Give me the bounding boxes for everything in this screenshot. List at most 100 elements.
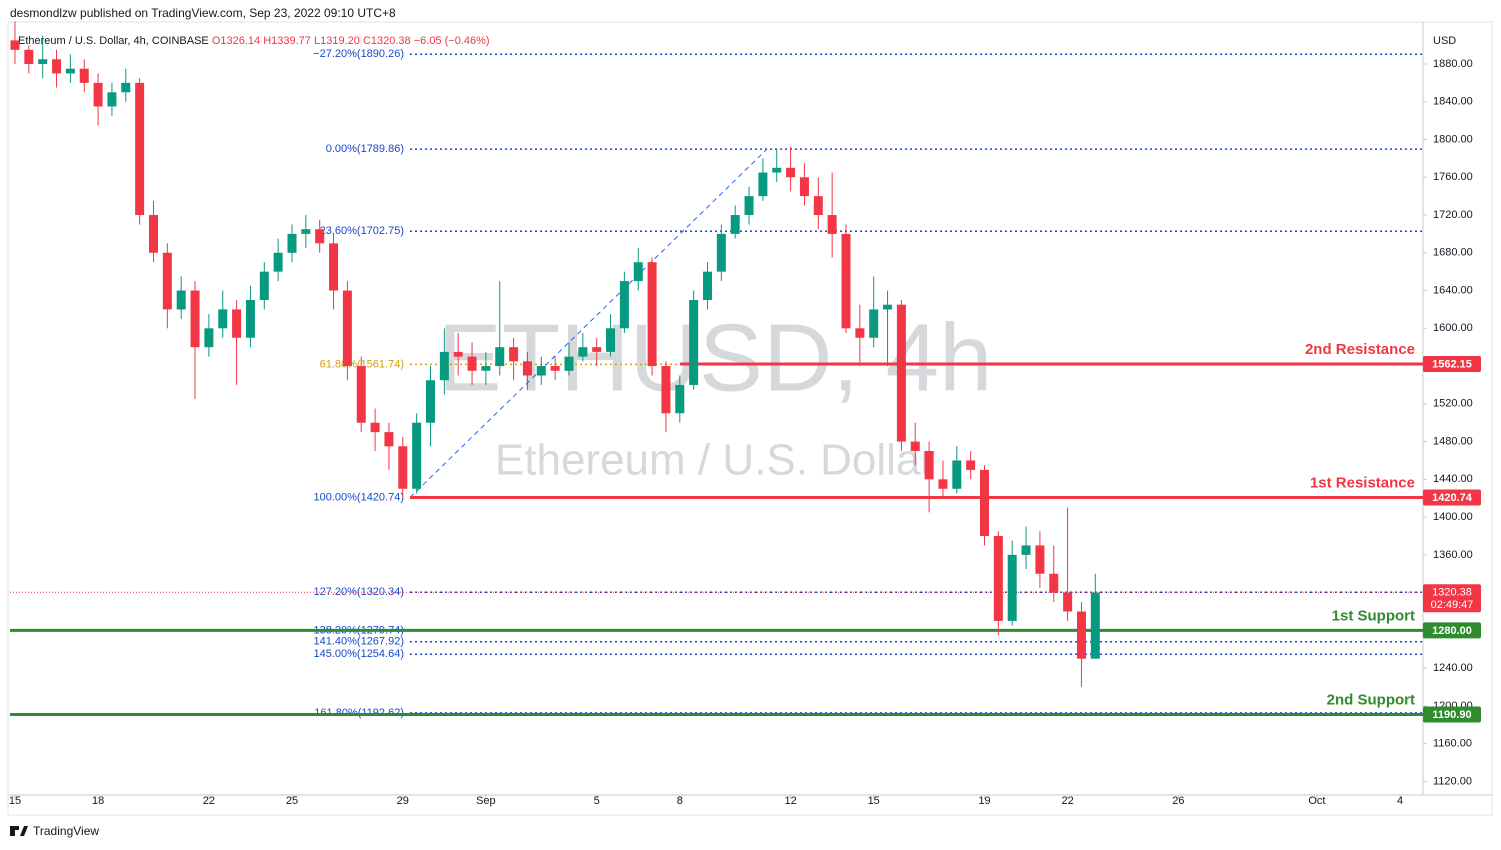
candle-body xyxy=(38,59,48,64)
candle-body xyxy=(592,347,602,352)
x-tick-label: 29 xyxy=(397,795,409,807)
x-tick-label: 19 xyxy=(978,795,990,807)
candle-body xyxy=(1076,611,1086,659)
y-tick-label: 1520.00 xyxy=(1433,398,1473,410)
candle-body xyxy=(883,304,893,310)
footer-logo xyxy=(10,826,28,836)
fib-trend-line xyxy=(409,148,768,498)
candle-body xyxy=(481,366,491,371)
candle-body xyxy=(799,177,809,197)
legend-item: H1339.77 xyxy=(263,35,311,47)
publisher: desmondlzw published on TradingView.com,… xyxy=(10,6,396,20)
candle-body xyxy=(356,366,366,423)
candle-body xyxy=(425,380,435,423)
x-tick-label: 5 xyxy=(594,795,600,807)
price-badge xyxy=(1423,706,1481,723)
candle-body xyxy=(509,347,519,362)
y-tick-label: 1480.00 xyxy=(1433,435,1473,447)
candle-body xyxy=(301,229,311,234)
candle-body xyxy=(329,243,339,291)
candle-body xyxy=(107,92,117,107)
candle-body xyxy=(24,49,34,64)
candle-body xyxy=(65,68,75,74)
candle-body xyxy=(522,361,532,376)
candle-body xyxy=(190,290,200,348)
candle-body xyxy=(273,252,283,272)
candle-body xyxy=(79,68,89,83)
price-badge xyxy=(1423,622,1481,639)
x-tick-label: 15 xyxy=(868,795,880,807)
candle-body xyxy=(938,479,948,489)
candle-body xyxy=(232,309,242,338)
candle-body xyxy=(259,271,269,300)
footer-brand: TradingView xyxy=(33,824,99,838)
countdown: 02:49:47 xyxy=(1431,599,1474,611)
candle-body xyxy=(841,233,851,329)
watermark-name: Ethereum / U.S. Dollar xyxy=(495,436,935,485)
y-tick-label: 1440.00 xyxy=(1433,473,1473,485)
candle-body xyxy=(744,196,754,216)
price-badge xyxy=(1423,489,1481,506)
x-tick-label: 15 xyxy=(9,795,21,807)
candle-body xyxy=(980,469,990,536)
candle-body xyxy=(647,262,657,367)
y-tick-label: 1800.00 xyxy=(1433,133,1473,145)
candle-body xyxy=(245,299,255,338)
candle-body xyxy=(536,366,546,376)
candle-body xyxy=(772,167,782,173)
candle-body xyxy=(315,229,325,244)
y-tick-label: 1720.00 xyxy=(1433,209,1473,221)
candle-body xyxy=(467,356,477,371)
x-tick-label: Sep xyxy=(476,795,496,807)
x-tick-label: 22 xyxy=(1061,795,1073,807)
x-tick-label: 26 xyxy=(1172,795,1184,807)
y-tick-label: 1240.00 xyxy=(1433,662,1473,674)
candle-body xyxy=(813,196,823,216)
fib-label: 100.00%(1420.74) xyxy=(313,491,404,503)
y-tick-label: 1160.00 xyxy=(1433,738,1472,750)
y-tick-label: 1120.00 xyxy=(1433,775,1472,787)
candle-body xyxy=(10,40,20,50)
last-price-badge xyxy=(1423,584,1481,613)
candle-body xyxy=(412,422,422,489)
x-tick-label: 4 xyxy=(1397,795,1403,807)
candle-body xyxy=(730,215,740,234)
candle-body xyxy=(1063,592,1073,612)
x-tick-label: 18 xyxy=(92,795,104,807)
candle-body xyxy=(1049,573,1059,593)
price-badge xyxy=(1423,356,1481,373)
fib-label: 145.00%(1254.64) xyxy=(313,648,404,660)
candle-body xyxy=(135,82,145,216)
frame xyxy=(7,21,1493,816)
candle-body xyxy=(855,328,865,338)
candle-body xyxy=(121,82,131,93)
legend: Ethereum / U.S. Dollar, 4h, COINBASE O13… xyxy=(18,35,490,47)
y-tick-label: 1880.00 xyxy=(1433,58,1473,70)
price-badge-label: 1190.90 xyxy=(1432,709,1471,721)
x-tick-label: 22 xyxy=(203,795,215,807)
y-tick-label: 1400.00 xyxy=(1433,511,1473,523)
key-level-name: 1st Support xyxy=(1332,607,1415,624)
y-tick-label: 1360.00 xyxy=(1433,549,1473,561)
candle-body xyxy=(439,351,449,381)
fib-label: 0.00%(1789.86) xyxy=(326,143,404,155)
x-tick-label: 25 xyxy=(286,795,298,807)
fib-label: 61.80%(1561.74) xyxy=(320,358,404,370)
candle-body xyxy=(758,172,768,197)
candle-body xyxy=(148,215,158,253)
candle-body xyxy=(578,347,588,357)
candle-body xyxy=(702,271,712,300)
legend-item: O1326.14 xyxy=(212,35,260,47)
legend-item: L1319.20 xyxy=(314,35,360,47)
candle-body xyxy=(564,356,574,371)
candle-body xyxy=(633,262,643,282)
candle-body xyxy=(661,366,671,414)
key-level-name: 2nd Resistance xyxy=(1305,341,1415,358)
y-tick-label: 1600.00 xyxy=(1433,322,1473,334)
candle-body xyxy=(204,328,214,348)
price-badge-label: 1280.00 xyxy=(1432,625,1472,637)
candle-body xyxy=(176,290,186,310)
key-level-name: 1st Resistance xyxy=(1310,474,1415,491)
